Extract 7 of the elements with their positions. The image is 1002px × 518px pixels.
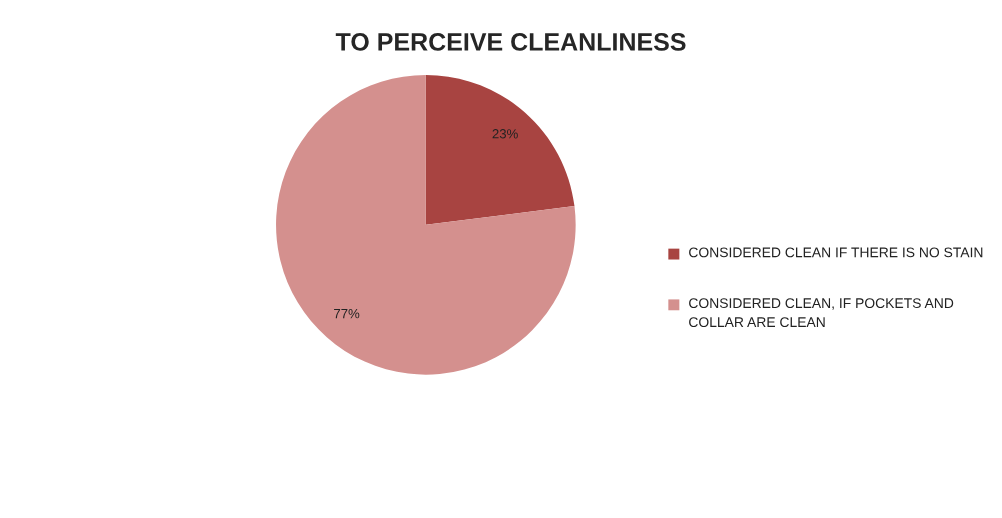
legend-label: CONSIDERED CLEAN IF THERE IS NO STAIN <box>689 247 983 258</box>
chart-title: TO PERCEIVE CLEANLINESS <box>335 33 686 51</box>
legend-label: CONSIDERED CLEAN, IF POCKETS AND COLLAR ARE CLEAN <box>689 298 954 328</box>
data-label: 77% <box>334 308 360 319</box>
pie-slice <box>276 75 576 375</box>
pie-slice <box>425 75 575 225</box>
data-label: 23% <box>492 129 518 139</box>
